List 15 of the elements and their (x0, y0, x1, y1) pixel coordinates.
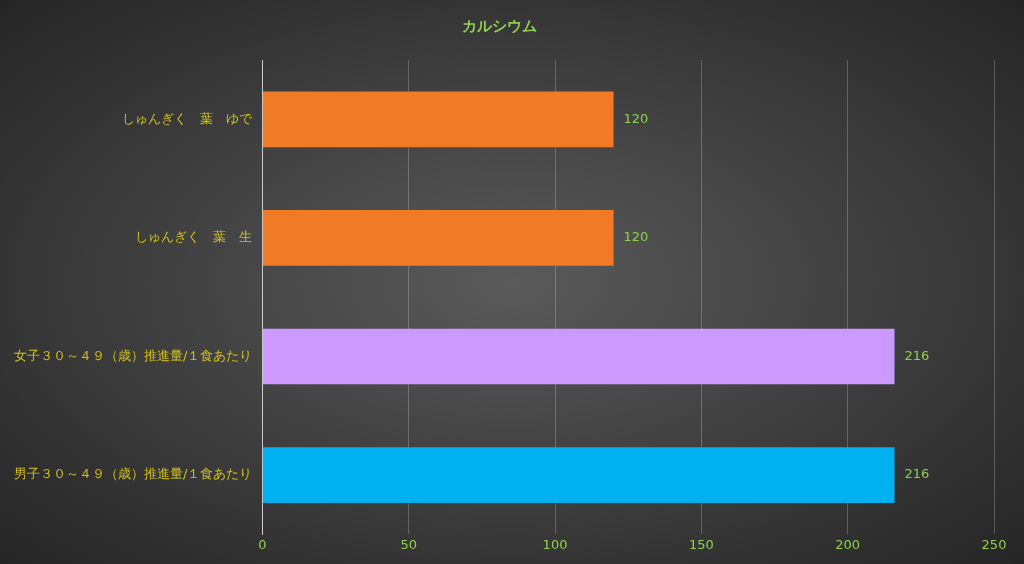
x-tick-label: 250 (981, 536, 1007, 552)
chart-title: カルシウム (461, 16, 537, 35)
y-tick-label: しゅんぎく 葉 ゆで (122, 110, 254, 126)
y-tick-label: 男子３０～４９（歳）推進量/１食あたり (13, 466, 253, 482)
y-tick-label: しゅんぎく 葉 生 (135, 229, 253, 245)
x-tick-label: 0 (258, 536, 267, 552)
x-tick-label: 100 (542, 536, 568, 552)
y-tick-label: 女子３０～４９（歳）推進量/１食あたり (13, 347, 253, 363)
x-tick-label: 50 (400, 536, 417, 552)
x-tick-label: 150 (688, 536, 714, 552)
data-label: 120 (623, 229, 649, 245)
data-label: 216 (904, 347, 930, 363)
data-label: 216 (904, 466, 930, 482)
data-label: 120 (623, 110, 649, 126)
x-tick-label: 200 (835, 536, 861, 552)
